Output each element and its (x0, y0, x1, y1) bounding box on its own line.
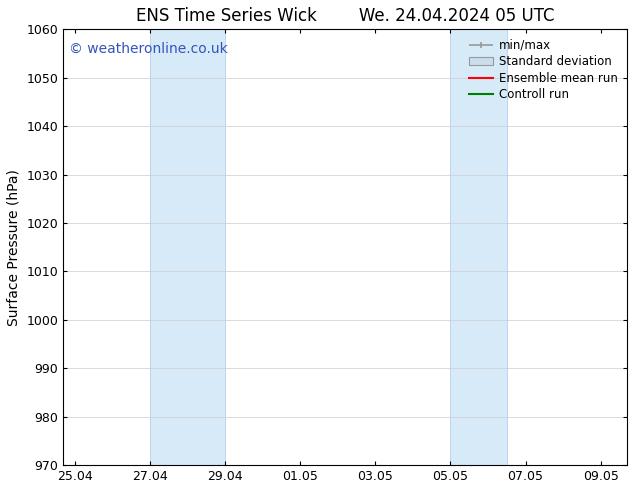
Y-axis label: Surface Pressure (hPa): Surface Pressure (hPa) (7, 169, 21, 326)
Bar (450, 29, 507, 465)
Title: ENS Time Series Wick        We. 24.04.2024 05 UTC: ENS Time Series Wick We. 24.04.2024 05 U… (136, 7, 554, 25)
Bar (150, 29, 225, 465)
Legend: min/max, Standard deviation, Ensemble mean run, Controll run: min/max, Standard deviation, Ensemble me… (466, 35, 621, 105)
Text: © weatheronline.co.uk: © weatheronline.co.uk (69, 42, 228, 56)
